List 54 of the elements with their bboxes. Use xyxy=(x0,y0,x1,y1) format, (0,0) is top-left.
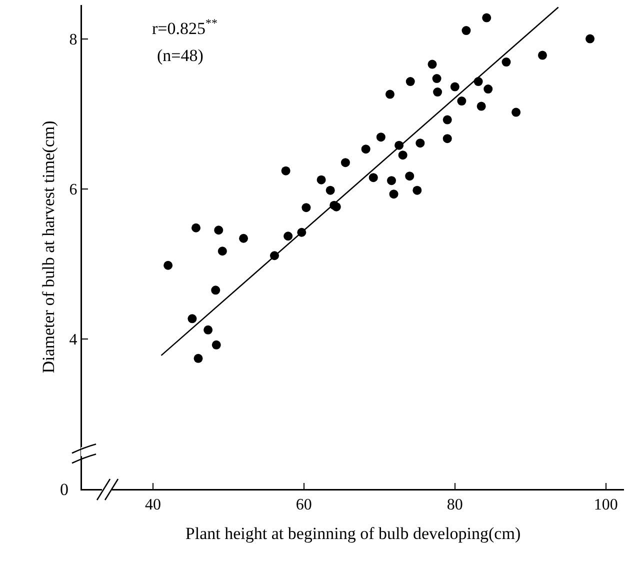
point xyxy=(482,13,492,22)
point xyxy=(218,246,227,256)
point xyxy=(214,226,224,235)
point xyxy=(188,314,197,324)
point xyxy=(164,260,173,270)
point xyxy=(586,34,595,44)
point xyxy=(412,186,422,195)
point xyxy=(376,132,386,142)
y-tick-label: 6 xyxy=(69,181,78,198)
point xyxy=(432,74,442,84)
point xyxy=(502,58,511,67)
point xyxy=(326,186,335,195)
point xyxy=(361,144,370,154)
y-axis-title: Diameter of bulb at harvest time(cm) xyxy=(39,120,58,374)
y-tick-label: 8 xyxy=(69,31,78,48)
point xyxy=(398,150,408,160)
point xyxy=(389,190,398,199)
point xyxy=(442,115,452,124)
point xyxy=(538,50,547,60)
text: 0 xyxy=(60,480,68,499)
point xyxy=(433,88,442,97)
point xyxy=(284,232,293,241)
point xyxy=(457,96,466,106)
point xyxy=(406,77,415,86)
point xyxy=(385,90,394,99)
point xyxy=(211,286,220,295)
x-tick-label: 60 xyxy=(296,496,312,514)
point xyxy=(302,203,311,212)
point xyxy=(204,325,213,334)
point xyxy=(512,108,521,117)
point xyxy=(316,175,326,184)
point xyxy=(281,166,290,176)
x-tick-label: 100 xyxy=(594,496,618,514)
point xyxy=(442,134,452,144)
x-tick-label: 80 xyxy=(446,496,463,514)
point xyxy=(405,172,414,181)
point xyxy=(462,26,471,36)
point xyxy=(194,354,203,363)
point xyxy=(450,82,460,92)
x-axis-title: Plant height at beginning of bulb developing(cm) xyxy=(185,524,521,543)
annotation: r=0.825$^{**}$ xyxy=(152,16,218,38)
point xyxy=(428,60,437,69)
point xyxy=(368,173,378,182)
point xyxy=(340,158,350,168)
x-tick-label: 40 xyxy=(144,496,161,514)
point xyxy=(191,223,200,232)
point xyxy=(476,102,486,111)
point xyxy=(484,84,493,94)
point xyxy=(416,138,425,148)
point xyxy=(239,234,248,243)
point xyxy=(387,176,396,186)
y-tick-label: 4 xyxy=(69,332,78,349)
annotation: (n=48) xyxy=(157,46,204,65)
point xyxy=(212,340,221,350)
